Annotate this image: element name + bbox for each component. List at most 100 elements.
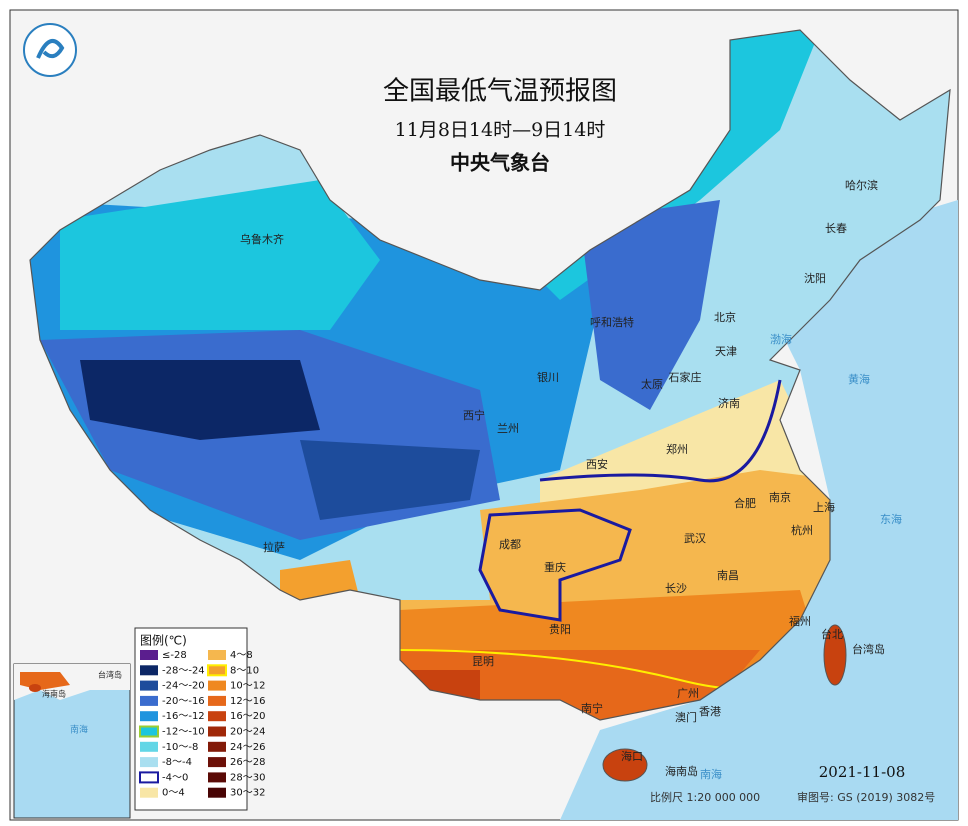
sea-labels: 渤海 黄海 东海 南海 <box>700 332 902 781</box>
legend-swatch <box>140 787 158 798</box>
legend-label: 26～28 <box>230 757 265 768</box>
legend-label: 4～8 <box>230 650 253 661</box>
city: 郑州 <box>666 442 688 456</box>
legend-label: ≤-28 <box>162 650 187 661</box>
legend-swatch <box>139 725 159 738</box>
city: 拉萨 <box>263 540 285 554</box>
inset-hainan <box>29 684 41 692</box>
legend-label: -28～-24 <box>162 665 205 676</box>
city: 香港 <box>699 705 721 718</box>
hainan <box>602 748 648 782</box>
city: 南京 <box>769 490 791 504</box>
city: 天津 <box>715 345 737 358</box>
date: 2021-11-08 <box>819 763 905 781</box>
legend-label: 10～12 <box>230 681 265 692</box>
scale: 比例尺 1:20 000 000 <box>650 790 760 804</box>
legend-swatch <box>140 680 158 691</box>
legend-label: -16～-12 <box>162 711 205 722</box>
city-labels: 乌鲁木齐 哈尔滨 长春 沈阳 呼和浩特 北京 天津 银川 石家庄 太原 济南 西… <box>240 178 885 778</box>
legend-swatch <box>207 664 227 677</box>
city: 杭州 <box>791 523 813 537</box>
legend-title: 图例(℃) <box>140 634 187 648</box>
city: 上海 <box>813 500 835 514</box>
inset: 海南岛 台湾岛 南海 <box>13 663 131 819</box>
legend-swatch <box>208 680 226 691</box>
legend-label: -10～-8 <box>162 742 198 753</box>
legend-swatch <box>140 665 158 676</box>
city: 西安 <box>586 457 608 471</box>
sea-area <box>560 200 958 820</box>
legend-label: 30～32 <box>230 788 265 799</box>
legend-label: 0～4 <box>162 788 185 799</box>
city: 成都 <box>499 538 521 551</box>
city: 兰州 <box>497 422 519 435</box>
city: 台北 <box>821 627 843 641</box>
legend-label: -24～-20 <box>162 681 205 692</box>
city: 广州 <box>677 687 699 700</box>
city: 银川 <box>537 370 559 384</box>
legend-swatch <box>208 741 226 752</box>
title: 全国最低气温预报图 <box>383 77 617 107</box>
legend-swatch <box>140 711 158 722</box>
city: 台湾岛 <box>852 642 885 656</box>
sea-label: 南海 <box>700 767 722 781</box>
china-border <box>29 29 951 721</box>
legend-swatch <box>140 757 158 768</box>
legend-swatch <box>208 787 226 798</box>
sea-label: 黄海 <box>848 372 870 386</box>
city: 乌鲁木齐 <box>240 232 284 246</box>
legend-swatch <box>208 695 226 706</box>
city: 海口 <box>621 749 643 763</box>
city: 长沙 <box>665 582 687 595</box>
city: 合肥 <box>734 496 756 510</box>
city: 太原 <box>641 378 663 391</box>
legend-swatch <box>208 726 226 737</box>
city: 济南 <box>718 396 740 410</box>
city: 贵阳 <box>549 623 571 636</box>
city: 西宁 <box>463 408 485 422</box>
city: 福州 <box>789 614 811 628</box>
legend-swatch <box>208 711 226 722</box>
legend-label: -12～-10 <box>162 727 205 738</box>
city: 南昌 <box>717 569 739 582</box>
approval: 审图号: GS (2019) 3082号 <box>797 790 935 804</box>
legend-swatch <box>208 757 226 768</box>
legend-label: -8～-4 <box>162 757 192 768</box>
city: 沈阳 <box>804 271 826 285</box>
legend-label: 8～10 <box>230 665 259 676</box>
sea-label: 东海 <box>880 512 902 526</box>
city: 石家庄 <box>669 370 702 384</box>
city: 重庆 <box>544 560 566 574</box>
org: 中央气象台 <box>450 151 550 175</box>
legend-swatch <box>139 771 159 784</box>
city: 海南岛 <box>665 764 698 778</box>
city: 武汉 <box>684 532 706 545</box>
subtitle: 11月8日14时—9日14时 <box>395 119 606 141</box>
inset-label: 南海 <box>70 724 88 736</box>
legend-label: -20～-16 <box>162 696 205 707</box>
city: 北京 <box>714 310 736 324</box>
legend-swatch <box>140 650 158 660</box>
logo-mark <box>36 38 65 59</box>
sea-label: 渤海 <box>770 332 792 346</box>
city: 呼和浩特 <box>590 315 634 329</box>
legend-label: 12～16 <box>230 696 265 707</box>
legend-swatch <box>208 650 226 660</box>
legend-swatch <box>140 695 158 706</box>
city: 长春 <box>825 222 847 235</box>
city: 昆明 <box>472 655 494 668</box>
inset-label: 海南岛 <box>42 689 66 699</box>
legend-swatch <box>208 772 226 783</box>
city: 哈尔滨 <box>845 178 878 192</box>
legend-label: 20～24 <box>230 727 265 738</box>
legend-label: 24～26 <box>230 742 265 753</box>
taiwan <box>823 624 847 686</box>
legend-label: 16～20 <box>230 711 265 722</box>
logo <box>23 23 77 77</box>
legend-swatch <box>140 741 158 752</box>
legend: 图例(℃) ≤-28 -28～-24 -24～-20 -20～-16 -16～-12 -1… <box>134 627 265 811</box>
city: 南宁 <box>581 701 603 715</box>
legend-label: 28～30 <box>230 772 265 783</box>
